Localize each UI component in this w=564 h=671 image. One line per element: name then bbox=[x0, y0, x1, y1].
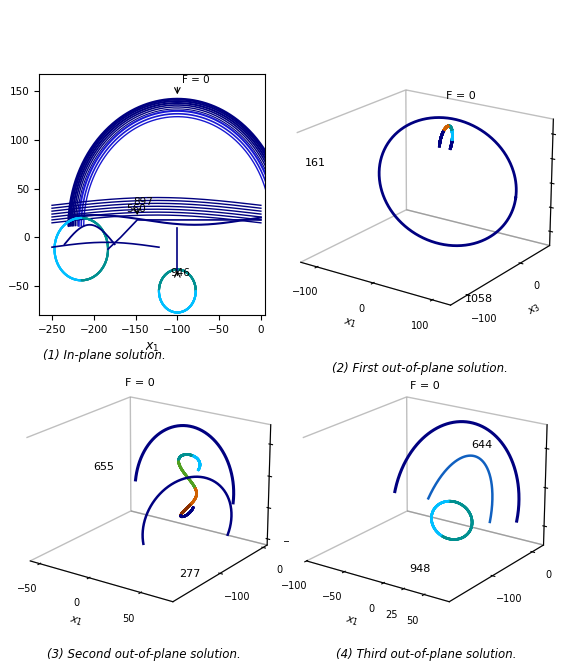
Text: 1058: 1058 bbox=[465, 294, 494, 304]
Text: 948: 948 bbox=[409, 564, 431, 574]
Text: 946: 946 bbox=[171, 268, 191, 278]
Text: 644: 644 bbox=[472, 440, 492, 450]
X-axis label: $x_1$: $x_1$ bbox=[145, 341, 160, 354]
Text: F = 0: F = 0 bbox=[409, 381, 439, 391]
Text: F = 0: F = 0 bbox=[182, 74, 209, 85]
Text: 897: 897 bbox=[133, 197, 153, 207]
Text: 560: 560 bbox=[126, 204, 146, 214]
Text: (1) In-plane solution.: (1) In-plane solution. bbox=[43, 349, 166, 362]
Text: (3) Second out-of-plane solution.: (3) Second out-of-plane solution. bbox=[47, 648, 241, 660]
Text: (4) Third out-of-plane solution.: (4) Third out-of-plane solution. bbox=[336, 648, 516, 660]
Text: F = 0: F = 0 bbox=[446, 91, 475, 101]
Text: 655: 655 bbox=[93, 462, 114, 472]
Text: (2) First out-of-plane solution.: (2) First out-of-plane solution. bbox=[332, 362, 508, 375]
X-axis label: $x_1$: $x_1$ bbox=[342, 315, 358, 331]
X-axis label: $x_1$: $x_1$ bbox=[68, 613, 83, 628]
Y-axis label: $x_3$: $x_3$ bbox=[526, 301, 543, 318]
Text: 277: 277 bbox=[179, 569, 200, 579]
Text: 161: 161 bbox=[305, 158, 325, 168]
X-axis label: $x_1$: $x_1$ bbox=[344, 613, 360, 628]
Text: F = 0: F = 0 bbox=[125, 378, 155, 389]
